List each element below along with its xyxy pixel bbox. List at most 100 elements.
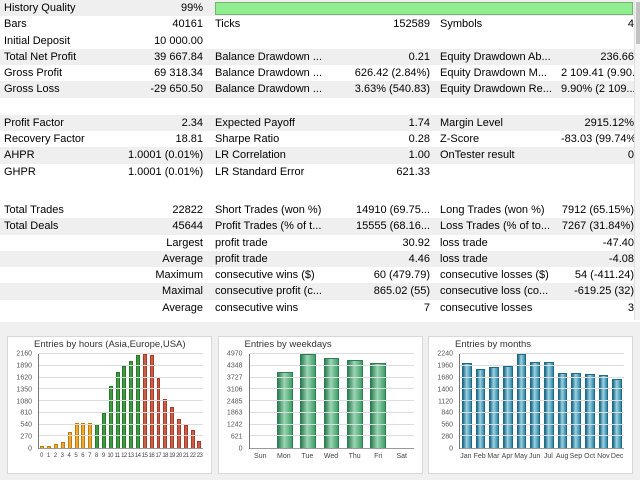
x-tick-label: Wed: [323, 453, 339, 460]
row-value: 30.92: [402, 236, 430, 249]
y-tick-label: 270: [20, 433, 32, 441]
row-value: -47.40: [602, 236, 634, 249]
bar: [156, 378, 161, 448]
gridline: [39, 376, 203, 378]
bar-slot: [296, 354, 319, 448]
y-tick-label: 560: [441, 421, 453, 429]
bar-slot: [610, 354, 624, 448]
bar-slot: [583, 354, 597, 448]
vertical-scrollbar[interactable]: [634, 0, 640, 320]
bar-slot: [196, 354, 203, 448]
bar: [40, 445, 45, 448]
row-value: 0.21: [408, 50, 430, 63]
row-value: 54 (-411.24): [574, 269, 634, 282]
table-row: Total Deals 45644 Profit Trades (% of t...…: [0, 218, 634, 235]
y-tick-label: 1400: [437, 386, 453, 394]
table-row: Maximal consecutive profit (c... 865.02 (5…: [0, 283, 634, 300]
table-row: Gross Profit 69 318.34 Balance Drawdown ..…: [0, 65, 634, 81]
x-tick-label: Fri: [374, 453, 383, 460]
gridline: [39, 435, 203, 437]
bar: [122, 365, 127, 448]
row-value: 3.63% (540.83): [354, 83, 430, 96]
row-value: 4: [627, 18, 634, 31]
x-tick-label: 10: [107, 453, 114, 459]
y-tick-label: 3106: [226, 386, 243, 394]
x-tick-label: Dec: [610, 453, 624, 460]
bar-slot: [66, 354, 73, 448]
y-tick-label: 1080: [16, 398, 32, 405]
x-tick-label: Tue: [301, 453, 314, 460]
row-value: 0.28: [408, 133, 430, 146]
y-tick-label: 621: [230, 433, 243, 441]
y-tick-label: 0: [238, 445, 243, 453]
x-tick-label: 4: [67, 453, 71, 459]
bar-slot: [107, 354, 114, 448]
row-value: 236.66: [600, 50, 634, 63]
bar: [571, 372, 581, 448]
row-label: Sharpe Ratio: [215, 133, 280, 146]
history-quality-progress-bar: [215, 1, 633, 15]
gridline: [39, 411, 203, 413]
gridline: [460, 364, 624, 366]
bar-slot: [148, 354, 155, 448]
table-row: GHPR 1.0001 (0.01%) LR Standard Error 621.3…: [0, 164, 634, 180]
row-label: Loss Trades (% of to...: [440, 220, 551, 233]
row-label: consecutive loss (co...: [440, 285, 549, 298]
bar: [115, 371, 120, 448]
gridline: [249, 376, 414, 378]
bar-slot: [515, 354, 529, 448]
bar-slot: [39, 354, 46, 448]
y-tick-label: 2240: [437, 350, 453, 358]
bar-slot: [542, 354, 556, 448]
gridline: [249, 435, 414, 437]
bar: [54, 444, 59, 448]
x-tick-label: 6: [81, 453, 85, 459]
table-row: Recovery Factor 18.81 Sharpe Ratio 0.28 Z-Sc…: [0, 131, 634, 147]
row-label: loss trade: [440, 252, 488, 265]
x-tick-label: 0: [40, 453, 43, 459]
bar-slot: [155, 354, 162, 448]
row-value: Average: [162, 301, 203, 314]
bar-slot: [250, 354, 273, 448]
bar: [612, 379, 622, 448]
row-label: Equity Drawdown M...: [440, 67, 547, 80]
row-value: 69 318.34: [154, 67, 203, 80]
bar: [101, 412, 106, 448]
x-tick-label: 1: [46, 453, 50, 459]
bar-slot: [100, 354, 107, 448]
row-value: 60 (479.79): [373, 269, 430, 282]
row-label: Balance Drawdown ...: [215, 67, 322, 80]
plot-area: [38, 353, 203, 449]
x-tick-label: 15: [141, 453, 148, 459]
row-value: Maximal: [162, 285, 203, 298]
row-label: Balance Drawdown ...: [215, 50, 322, 63]
table-row: History Quality 99%: [0, 0, 634, 17]
row-value: Largest: [166, 236, 203, 249]
y-tick-label: 1242: [226, 421, 243, 429]
bar: [108, 385, 113, 448]
bar: [47, 445, 52, 448]
bar-slot: [114, 354, 121, 448]
scrollbar-thumb[interactable]: [636, 2, 640, 44]
gridline: [249, 411, 414, 413]
bar: [67, 431, 72, 448]
x-tick-label: 21: [182, 453, 189, 459]
y-tick-label: 280: [441, 433, 453, 441]
bar-slot: [141, 354, 148, 448]
row-label: Gross Loss: [4, 83, 60, 96]
y-tick-label: 1863: [226, 409, 243, 417]
y-tick-label: 2485: [226, 398, 243, 405]
x-tick-label: 12: [121, 453, 127, 459]
bar-slot: [169, 354, 176, 448]
x-tick-label: 18: [162, 453, 169, 459]
row-value: 2 109.41 (9.90...: [561, 67, 634, 80]
table-row: Profit Factor 2.34 Expected Payoff 1.74 Marg…: [0, 114, 634, 132]
bar-slot: [94, 354, 101, 448]
row-value: 7: [423, 301, 430, 314]
y-tick-label: 3727: [226, 374, 243, 382]
row-label: Equity Drawdown Re...: [440, 83, 552, 96]
x-tick-label: Feb: [473, 453, 486, 460]
table-row: Largest profit trade 30.92 loss trade -47.40: [0, 235, 634, 251]
row-value: Average: [162, 252, 203, 265]
row-value: 2.34: [181, 116, 203, 129]
